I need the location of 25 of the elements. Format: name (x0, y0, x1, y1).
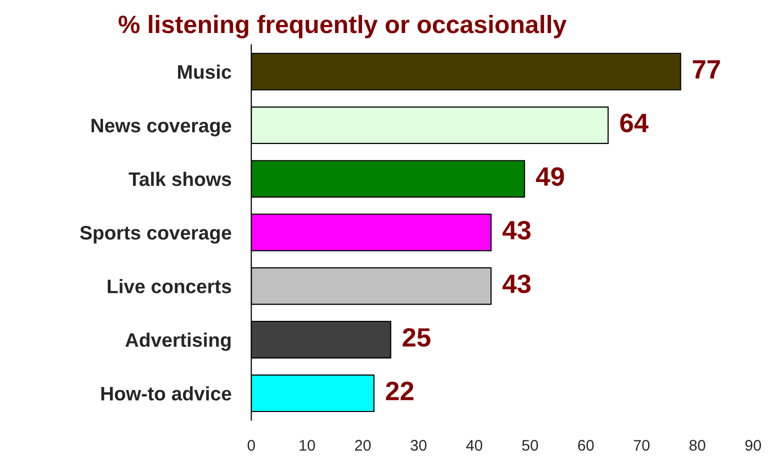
data-label: 49 (536, 167, 564, 186)
data-label: 77 (692, 60, 720, 78)
y-tick-label: Talk shows (128, 172, 232, 186)
data-label: 25 (402, 328, 430, 347)
x-tick-label: 0 (248, 440, 255, 451)
y-tick-label: News coverage (92, 118, 232, 136)
data-label: 43 (502, 274, 531, 294)
x-tick-label: 80 (690, 440, 706, 451)
y-tick-label: How-to advice (101, 386, 232, 401)
chart-title: % listening frequently or occasionally (118, 14, 567, 38)
x-tick-label: 20 (355, 440, 371, 451)
x-tick-label: 40 (466, 440, 482, 451)
x-tick-label: 50 (522, 440, 538, 451)
y-tick-label: Advertising (125, 332, 231, 351)
data-label: 22 (386, 382, 414, 400)
x-tick-label: 70 (634, 440, 650, 451)
x-tick-label: 10 (300, 440, 315, 451)
x-tick-label: 60 (578, 440, 594, 451)
x-tick-label: 30 (410, 440, 426, 451)
y-tick-label: Music (178, 64, 232, 79)
data-label: 64 (620, 114, 648, 132)
data-label: 43 (502, 220, 531, 240)
y-tick-label: Live concerts (108, 279, 232, 294)
y-tick-label: Sports coverage (80, 226, 232, 244)
x-tick-label: 90 (745, 440, 762, 451)
